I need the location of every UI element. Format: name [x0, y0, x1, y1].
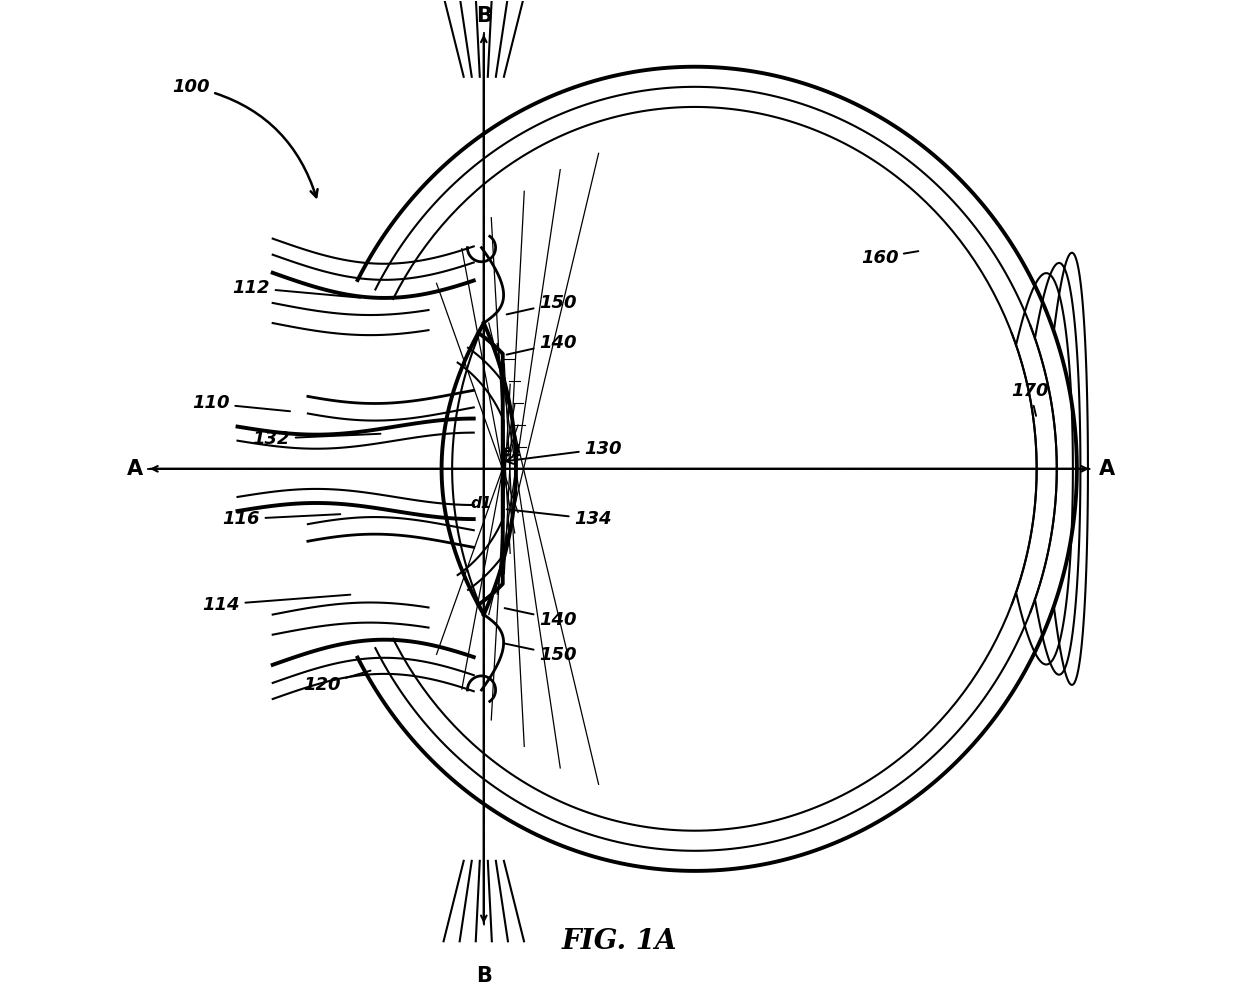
- Text: 112: 112: [233, 279, 361, 297]
- Text: B: B: [476, 6, 492, 26]
- Text: 170: 170: [1011, 382, 1049, 416]
- Text: 116: 116: [223, 510, 341, 528]
- Text: B: B: [476, 967, 492, 987]
- Text: 140: 140: [507, 335, 576, 355]
- Text: FIG. 1A: FIG. 1A: [561, 927, 678, 955]
- Text: 132: 132: [253, 429, 380, 448]
- Text: 130: 130: [506, 439, 622, 464]
- Text: 150: 150: [503, 643, 576, 664]
- Text: A: A: [1099, 459, 1115, 479]
- Text: 150: 150: [507, 294, 576, 314]
- Text: 120: 120: [302, 670, 370, 694]
- Text: e1: e1: [502, 445, 523, 460]
- Text: d1: d1: [471, 497, 492, 511]
- Text: 134: 134: [507, 509, 612, 528]
- Text: 140: 140: [504, 608, 576, 629]
- Text: 114: 114: [202, 595, 351, 614]
- Text: 100: 100: [172, 78, 317, 198]
- Text: 110: 110: [192, 394, 290, 412]
- Text: A: A: [126, 459, 142, 479]
- Text: 160: 160: [861, 249, 918, 267]
